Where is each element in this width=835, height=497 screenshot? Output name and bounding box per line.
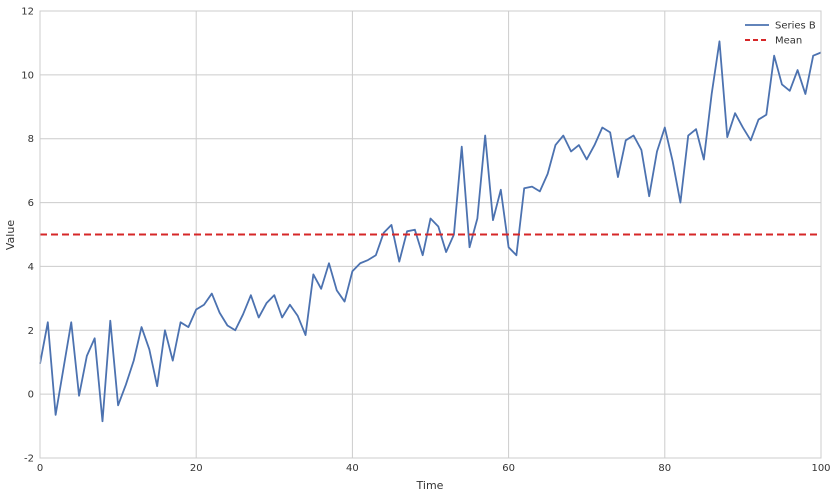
series-layer [39, 40, 822, 423]
y-tick-label: -2 [24, 454, 34, 465]
x-tick-label: 100 [811, 463, 830, 474]
x-tick-label: 60 [502, 463, 515, 474]
y-tick-label: 10 [21, 70, 34, 81]
x-tick-label: 40 [346, 463, 359, 474]
y-tick-label: 6 [28, 198, 34, 209]
x-tick-label: 80 [658, 463, 671, 474]
y-tick-label: 8 [28, 134, 34, 145]
series-line-series-b [39, 40, 822, 423]
y-tick-label: 12 [21, 7, 34, 18]
x-tick-label: 0 [37, 463, 43, 474]
x-tick-label: 20 [190, 463, 203, 474]
x-tick-labels: 0 20 40 60 80 100 [37, 463, 831, 474]
legend: Series B Mean [739, 15, 816, 51]
legend-box [739, 15, 815, 51]
y-axis-label: Value [4, 220, 17, 250]
plot-frame [39, 10, 822, 459]
legend-label: Mean [775, 36, 802, 47]
y-tick-label: 0 [28, 390, 34, 401]
x-axis-label: Time [416, 479, 444, 492]
y-tick-label: 4 [28, 262, 34, 273]
legend-label: Series B [775, 21, 816, 32]
y-tick-labels: -2 0 2 4 6 8 10 12 [21, 7, 34, 465]
y-tick-label: 2 [28, 326, 34, 337]
